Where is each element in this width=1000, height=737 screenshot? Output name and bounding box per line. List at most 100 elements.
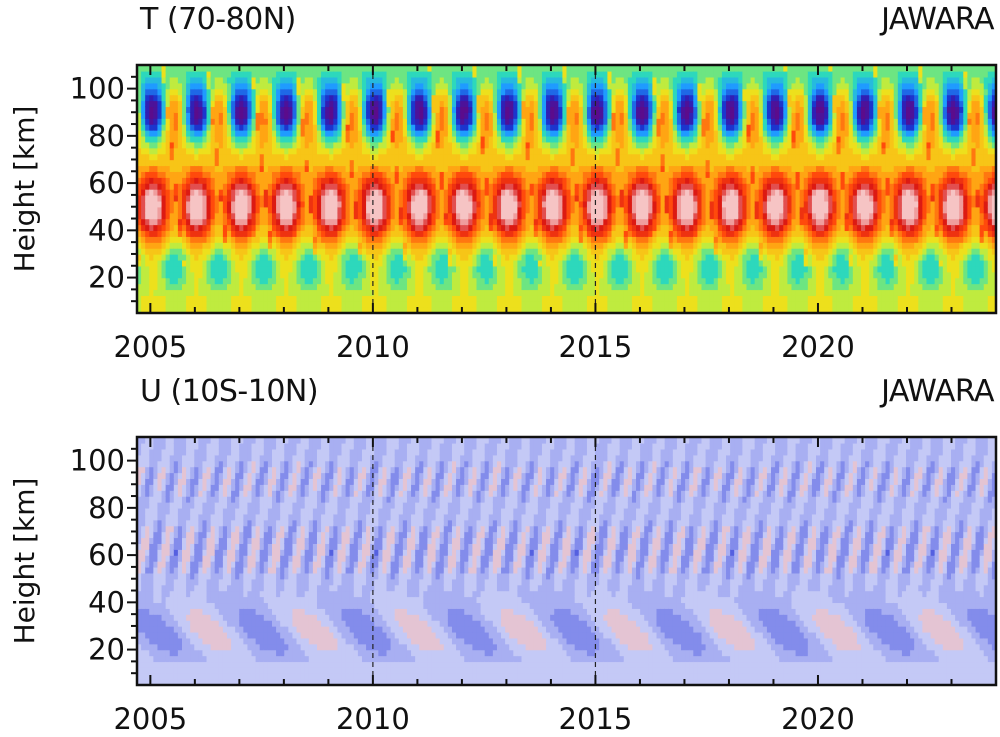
heatmap-cell	[271, 82, 277, 90]
heatmap-cell	[468, 206, 474, 214]
heatmap-cell	[288, 283, 294, 291]
heatmap-cell	[333, 165, 339, 172]
heatmap-cell	[484, 295, 490, 302]
heatmap-cell	[276, 271, 281, 279]
heatmap-cell	[468, 224, 474, 232]
heatmap-cell	[582, 277, 588, 285]
heatmap-cell	[325, 206, 330, 214]
heatmap-cell	[149, 76, 155, 84]
heatmap-cell	[361, 135, 367, 143]
heatmap-cell	[247, 242, 253, 249]
heatmap-cell	[411, 301, 416, 308]
heatmap-cell	[586, 118, 592, 125]
heatmap-cell	[357, 295, 363, 302]
heatmap-cell	[231, 165, 236, 172]
heatmap-cell	[292, 236, 298, 243]
heatmap-cell	[263, 277, 269, 285]
heatmap-cell	[599, 141, 605, 149]
heatmap-cell	[173, 129, 179, 137]
heatmap-cell	[513, 200, 519, 208]
heatmap-cell	[177, 236, 183, 243]
heatmap-cell	[161, 248, 167, 255]
heatmap-cell	[488, 159, 494, 167]
heatmap-cell	[149, 301, 155, 308]
heatmap-cell	[443, 82, 449, 90]
heatmap-cell	[529, 224, 535, 232]
heatmap-cell	[321, 76, 326, 84]
heatmap-cell	[439, 82, 445, 90]
heatmap-cell	[153, 218, 159, 226]
heatmap-cell	[361, 236, 367, 243]
heatmap-cell	[460, 242, 465, 249]
heatmap-cell	[546, 230, 551, 237]
heatmap-cell	[300, 118, 306, 125]
heatmap-cell	[431, 265, 437, 273]
heatmap-cell	[562, 253, 568, 261]
heatmap-cell	[435, 165, 441, 172]
heatmap-cell	[149, 230, 155, 237]
heatmap-cell	[566, 141, 572, 149]
heatmap-cell	[480, 307, 486, 314]
heatmap-cell	[578, 171, 584, 178]
heatmap-cell	[157, 224, 163, 232]
heatmap-cell	[173, 112, 179, 119]
heatmap-cell	[554, 194, 560, 202]
heatmap-cell	[280, 171, 285, 178]
heatmap-cell	[210, 65, 216, 72]
heatmap-cell	[468, 194, 474, 202]
heatmap-cell	[292, 171, 298, 178]
heatmap-cell	[206, 218, 212, 226]
heatmap-cell	[280, 124, 285, 131]
heatmap-cell	[484, 141, 490, 149]
heatmap-cell	[177, 206, 183, 214]
heatmap-cell	[521, 177, 527, 184]
heatmap-cell	[169, 88, 175, 96]
heatmap-cell	[316, 106, 322, 113]
heatmap-cell	[484, 70, 490, 78]
heatmap-cell	[177, 271, 183, 279]
heatmap-cell	[386, 236, 392, 243]
heatmap-cell	[603, 100, 609, 108]
heatmap-cell	[595, 242, 600, 249]
heatmap-cell	[337, 165, 343, 172]
heatmap-cell	[541, 135, 547, 143]
heatmap-cell	[263, 70, 269, 78]
heatmap-cell	[521, 212, 527, 220]
heatmap-cell	[300, 147, 306, 155]
heatmap-cell	[603, 230, 609, 237]
heatmap-cell	[243, 265, 249, 273]
heatmap-cell	[177, 295, 183, 302]
heatmap-cell	[259, 307, 265, 314]
heatmap-cell	[529, 147, 535, 155]
heatmap-cell	[284, 153, 290, 161]
heatmap-cell	[137, 301, 142, 308]
heatmap-cell	[488, 236, 494, 243]
heatmap-cell	[153, 212, 159, 220]
heatmap-cell	[284, 118, 290, 125]
heatmap-cell	[153, 295, 159, 302]
heatmap-cell	[341, 106, 347, 113]
heatmap-cell	[333, 248, 339, 255]
heatmap-cell	[537, 159, 543, 167]
heatmap-cell	[345, 118, 351, 125]
heatmap-cell	[484, 277, 490, 285]
heatmap-cell	[431, 277, 437, 285]
heatmap-cell	[562, 194, 568, 202]
heatmap-cell	[554, 259, 560, 267]
heatmap-cell	[259, 118, 265, 125]
heatmap-cell	[288, 295, 294, 302]
heatmap-cell	[337, 183, 343, 190]
heatmap-cell	[492, 165, 498, 172]
heatmap-cell	[243, 194, 249, 202]
heatmap-cell	[366, 224, 371, 232]
heatmap-cell	[210, 236, 216, 243]
heatmap-cell	[427, 165, 433, 172]
heatmap-cell	[582, 76, 588, 84]
heatmap-cell	[226, 265, 232, 273]
heatmap-cell	[218, 147, 224, 155]
heatmap-cell	[492, 106, 498, 113]
heatmap-cell	[210, 218, 216, 226]
heatmap-cell	[439, 218, 445, 226]
heatmap-cell	[145, 147, 150, 155]
heatmap-cell	[513, 65, 519, 72]
